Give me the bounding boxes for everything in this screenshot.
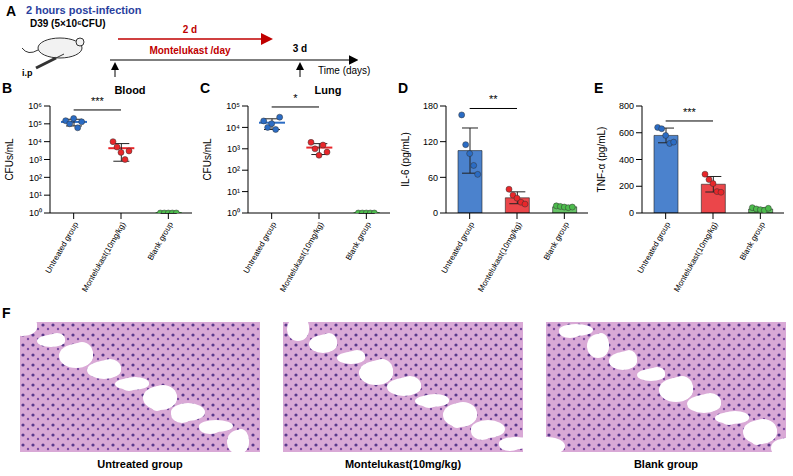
svg-text:Untreated group: Untreated group: [636, 220, 673, 275]
svg-text:CFUs/mL: CFUs/mL: [202, 138, 213, 181]
svg-text:10²: 10²: [29, 173, 42, 183]
svg-text:i.p: i.p: [22, 68, 33, 78]
svg-text:10⁵: 10⁵: [226, 101, 240, 111]
svg-text:Montelukast(10mg/kg): Montelukast(10mg/kg): [80, 220, 128, 293]
svg-text:Blank group: Blank group: [344, 220, 373, 262]
svg-text:200: 200: [619, 181, 634, 191]
svg-text:10⁰: 10⁰: [227, 208, 240, 218]
svg-text:Montelukast(10mg/kg): Montelukast(10mg/kg): [672, 220, 720, 293]
svg-text:Blank group: Blank group: [146, 220, 175, 262]
html-text:Untreated group: Untreated group: [97, 458, 183, 470]
svg-text:D39 (5×10⁶CFU): D39 (5×10⁶CFU): [30, 18, 105, 29]
svg-text:600: 600: [619, 128, 634, 138]
svg-text:***: ***: [683, 106, 697, 118]
html-text:C: C: [200, 80, 211, 96]
svg-text:10³: 10³: [29, 155, 42, 165]
html-text:B: B: [2, 80, 13, 96]
html-text:E: E: [594, 80, 604, 96]
svg-text:***: ***: [91, 95, 105, 107]
svg-text:10¹: 10¹: [29, 190, 42, 200]
svg-text:2 d: 2 d: [183, 24, 197, 35]
svg-text:10⁴: 10⁴: [226, 123, 240, 133]
html-text:F: F: [2, 305, 11, 321]
svg-text:*: *: [293, 92, 298, 104]
svg-text:60: 60: [428, 173, 438, 183]
svg-text:10³: 10³: [227, 144, 240, 154]
svg-text:IL-6 (pg/mL): IL-6 (pg/mL): [400, 132, 411, 186]
html-text:Blank group: Blank group: [633, 458, 699, 470]
svg-text:3 d: 3 d: [293, 43, 307, 54]
html-text:Montelukast(10mg/kg): Montelukast(10mg/kg): [344, 458, 462, 470]
svg-text:Montelukast(10mg/kg): Montelukast(10mg/kg): [278, 220, 326, 293]
svg-text:2 hours post-infection: 2 hours post-infection: [26, 4, 142, 16]
html-text:Blood: Blood: [114, 84, 146, 96]
svg-text:10⁰: 10⁰: [29, 208, 42, 218]
svg-text:Untreated group: Untreated group: [44, 220, 81, 275]
svg-text:CFUs/mL: CFUs/mL: [4, 138, 15, 181]
svg-text:800: 800: [619, 101, 634, 111]
svg-text:10⁶: 10⁶: [28, 101, 42, 111]
svg-text:Time (days): Time (days): [318, 65, 370, 76]
svg-text:180: 180: [423, 101, 438, 111]
svg-text:120: 120: [423, 137, 438, 147]
svg-text:400: 400: [619, 155, 634, 165]
svg-text:0: 0: [433, 208, 438, 218]
svg-text:**: **: [489, 93, 498, 105]
svg-text:Blank group: Blank group: [542, 220, 571, 262]
svg-text:10¹: 10¹: [227, 187, 240, 197]
svg-text:10⁴: 10⁴: [28, 137, 42, 147]
svg-text:10²: 10²: [227, 165, 240, 175]
svg-text:Blank group: Blank group: [738, 220, 767, 262]
svg-text:Montelukast(10mg/kg): Montelukast(10mg/kg): [476, 220, 524, 293]
svg-text:Montelukast /day: Montelukast /day: [149, 45, 231, 56]
svg-text:0: 0: [629, 208, 634, 218]
html-text:D: D: [398, 80, 409, 96]
svg-text:Untreated group: Untreated group: [242, 220, 279, 275]
svg-text:10⁵: 10⁵: [28, 119, 42, 129]
svg-text:A: A: [6, 3, 16, 19]
svg-text:TNF-α (pg/mL): TNF-α (pg/mL): [596, 127, 607, 193]
html-text:Lung: Lung: [314, 84, 342, 96]
svg-text:Untreated group: Untreated group: [440, 220, 477, 275]
